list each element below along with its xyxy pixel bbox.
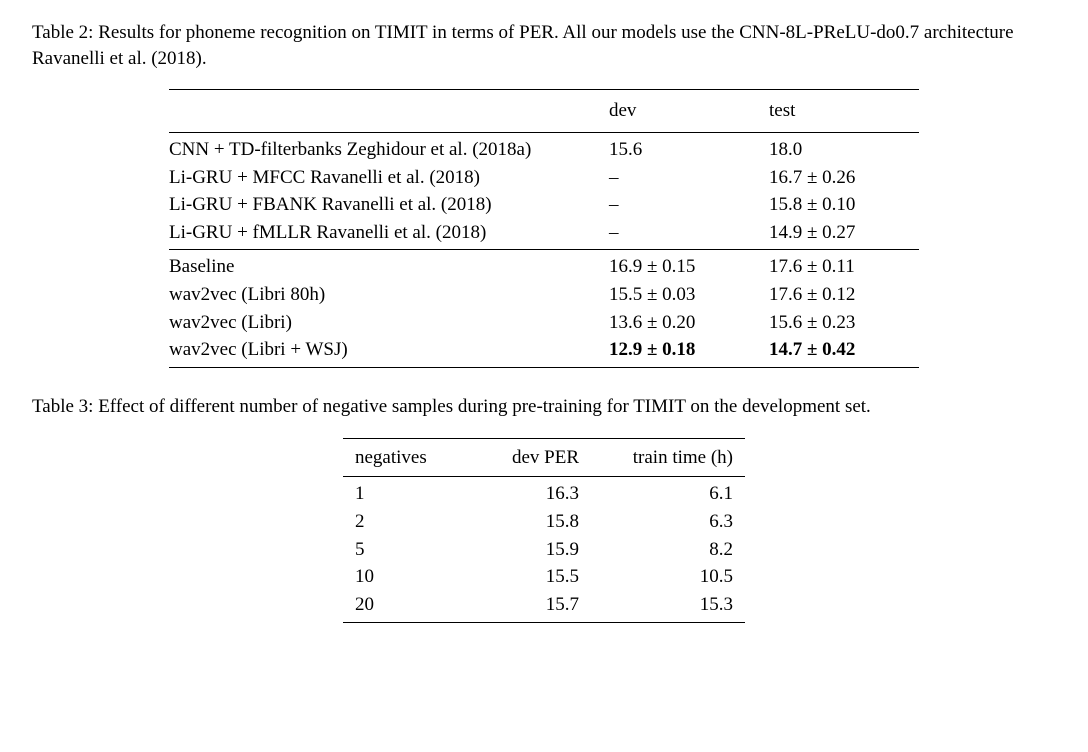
test-cell: 16.7 ± 0.26 bbox=[769, 164, 919, 192]
test-cell: 18.0 bbox=[769, 132, 919, 163]
neg-cell: 5 bbox=[343, 536, 467, 564]
table-row: 5 15.9 8.2 bbox=[343, 536, 745, 564]
table-row: 20 15.7 15.3 bbox=[343, 591, 745, 622]
table-row: Li-GRU + FBANK Ravanelli et al. (2018) –… bbox=[169, 191, 919, 219]
method-cell: CNN + TD-filterbanks Zeghidour et al. (2… bbox=[169, 132, 609, 163]
time-cell: 6.3 bbox=[591, 508, 745, 536]
table-row: 10 15.5 10.5 bbox=[343, 563, 745, 591]
test-cell: 17.6 ± 0.11 bbox=[769, 250, 919, 281]
table3: negatives dev PER train time (h) 1 16.3 … bbox=[343, 438, 745, 623]
test-cell: 14.9 ± 0.27 bbox=[769, 219, 919, 250]
neg-cell: 20 bbox=[343, 591, 467, 622]
dev-cell: 15.5 bbox=[467, 563, 591, 591]
table-row: 1 16.3 6.1 bbox=[343, 477, 745, 508]
method-cell: wav2vec (Libri 80h) bbox=[169, 281, 609, 309]
dev-cell: 15.7 bbox=[467, 591, 591, 622]
method-cell: Baseline bbox=[169, 250, 609, 281]
table-row: wav2vec (Libri 80h) 15.5 ± 0.03 17.6 ± 0… bbox=[169, 281, 919, 309]
table2-header-dev: dev bbox=[609, 90, 769, 133]
test-cell: 17.6 ± 0.12 bbox=[769, 281, 919, 309]
table-row: Baseline 16.9 ± 0.15 17.6 ± 0.11 bbox=[169, 250, 919, 281]
dev-cell: – bbox=[609, 164, 769, 192]
method-cell: Li-GRU + fMLLR Ravanelli et al. (2018) bbox=[169, 219, 609, 250]
time-cell: 6.1 bbox=[591, 477, 745, 508]
dev-cell: 16.9 ± 0.15 bbox=[609, 250, 769, 281]
time-cell: 10.5 bbox=[591, 563, 745, 591]
dev-cell: 12.9 ± 0.18 bbox=[609, 336, 769, 367]
table-row: Li-GRU + MFCC Ravanelli et al. (2018) – … bbox=[169, 164, 919, 192]
dev-cell: 15.8 bbox=[467, 508, 591, 536]
table-row: 2 15.8 6.3 bbox=[343, 508, 745, 536]
table2-caption: Table 2: Results for phoneme recognition… bbox=[32, 20, 1056, 71]
table-row: CNN + TD-filterbanks Zeghidour et al. (2… bbox=[169, 132, 919, 163]
time-cell: 8.2 bbox=[591, 536, 745, 564]
table-row: wav2vec (Libri + WSJ) 12.9 ± 0.18 14.7 ±… bbox=[169, 336, 919, 367]
table3-header-negatives: negatives bbox=[343, 438, 467, 477]
table3-header-devper: dev PER bbox=[467, 438, 591, 477]
table3-caption: Table 3: Effect of different number of n… bbox=[32, 394, 1056, 420]
neg-cell: 1 bbox=[343, 477, 467, 508]
method-cell: wav2vec (Libri) bbox=[169, 309, 609, 337]
dev-cell: 15.9 bbox=[467, 536, 591, 564]
method-cell: Li-GRU + FBANK Ravanelli et al. (2018) bbox=[169, 191, 609, 219]
dev-cell: 13.6 ± 0.20 bbox=[609, 309, 769, 337]
dev-cell: 15.5 ± 0.03 bbox=[609, 281, 769, 309]
dev-cell: – bbox=[609, 191, 769, 219]
test-cell: 15.8 ± 0.10 bbox=[769, 191, 919, 219]
table2-header-method bbox=[169, 90, 609, 133]
method-cell: Li-GRU + MFCC Ravanelli et al. (2018) bbox=[169, 164, 609, 192]
table2: dev test CNN + TD-filterbanks Zeghidour … bbox=[169, 89, 919, 368]
table-row: Li-GRU + fMLLR Ravanelli et al. (2018) –… bbox=[169, 219, 919, 250]
time-cell: 15.3 bbox=[591, 591, 745, 622]
method-cell: wav2vec (Libri + WSJ) bbox=[169, 336, 609, 367]
neg-cell: 10 bbox=[343, 563, 467, 591]
dev-cell: – bbox=[609, 219, 769, 250]
dev-cell: 16.3 bbox=[467, 477, 591, 508]
neg-cell: 2 bbox=[343, 508, 467, 536]
table-row: wav2vec (Libri) 13.6 ± 0.20 15.6 ± 0.23 bbox=[169, 309, 919, 337]
dev-cell: 15.6 bbox=[609, 132, 769, 163]
table3-header-traintime: train time (h) bbox=[591, 438, 745, 477]
table2-header-test: test bbox=[769, 90, 919, 133]
test-cell: 15.6 ± 0.23 bbox=[769, 309, 919, 337]
test-cell: 14.7 ± 0.42 bbox=[769, 336, 919, 367]
